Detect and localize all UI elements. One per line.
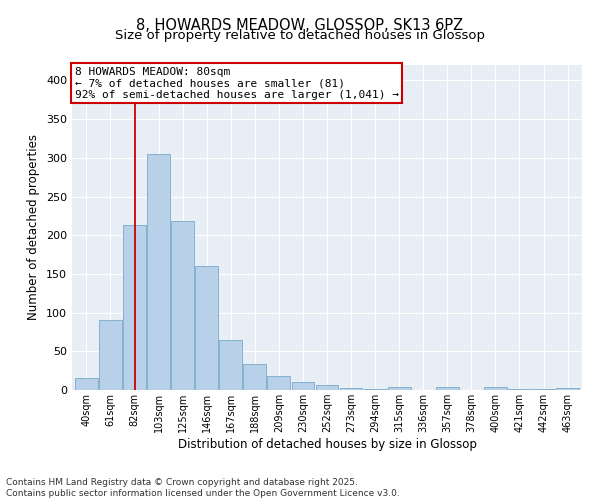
Bar [388, 387, 410, 390]
Bar [123, 225, 146, 390]
X-axis label: Distribution of detached houses by size in Glossop: Distribution of detached houses by size … [178, 438, 476, 451]
Bar [292, 382, 314, 390]
Bar [147, 154, 170, 390]
Bar [195, 266, 218, 390]
Bar [171, 222, 194, 390]
Text: Size of property relative to detached houses in Glossop: Size of property relative to detached ho… [115, 29, 485, 42]
Bar [99, 320, 122, 390]
Y-axis label: Number of detached properties: Number of detached properties [28, 134, 40, 320]
Bar [556, 388, 579, 390]
Bar [508, 389, 531, 390]
Text: 8, HOWARDS MEADOW, GLOSSOP, SK13 6PZ: 8, HOWARDS MEADOW, GLOSSOP, SK13 6PZ [136, 18, 464, 32]
Bar [75, 378, 98, 390]
Bar [220, 340, 242, 390]
Bar [532, 389, 555, 390]
Bar [316, 386, 338, 390]
Bar [340, 388, 362, 390]
Bar [268, 376, 290, 390]
Bar [484, 387, 507, 390]
Bar [436, 387, 459, 390]
Bar [244, 364, 266, 390]
Text: Contains HM Land Registry data © Crown copyright and database right 2025.
Contai: Contains HM Land Registry data © Crown c… [6, 478, 400, 498]
Bar [364, 389, 386, 390]
Text: 8 HOWARDS MEADOW: 80sqm
← 7% of detached houses are smaller (81)
92% of semi-det: 8 HOWARDS MEADOW: 80sqm ← 7% of detached… [74, 66, 398, 100]
